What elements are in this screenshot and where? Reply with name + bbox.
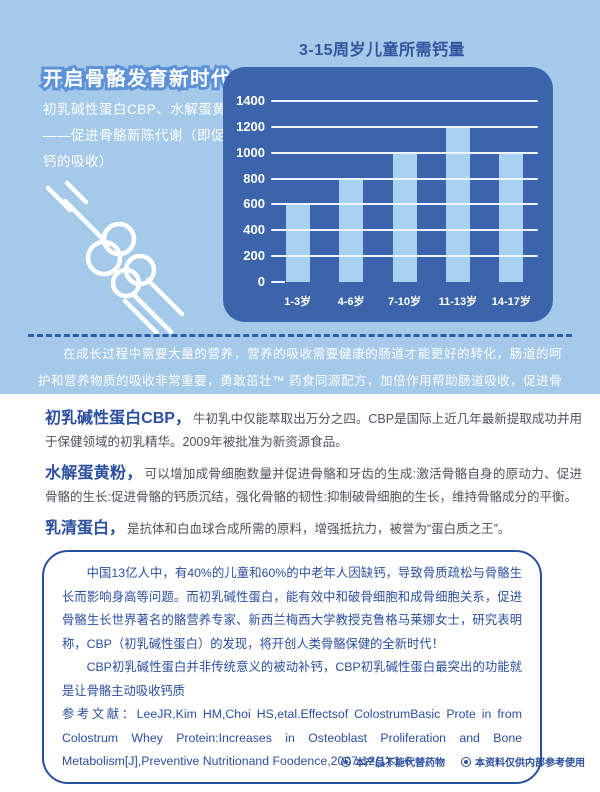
dashed-divider <box>28 334 572 337</box>
info-box-paragraph-2: CBP初乳碱性蛋白并非传统意义的被动补钙，CBP初乳碱性蛋白最突出的功能就是让骨… <box>62 660 522 698</box>
footer-note-internal: 本资料仅供内部参考使用 <box>461 754 585 769</box>
chart-gridline-400 <box>271 229 538 232</box>
chart-plot: 1-3岁 4-6岁 7-10岁 11-13岁 14-17岁 1400 1200 1000 800… <box>223 67 553 322</box>
chart-panel: 1-3岁 4-6岁 7-10岁 11-13岁 14-17岁 1400 1200 1000 800… <box>223 67 553 322</box>
headline-outline: 开启骨骼发育新时代 <box>40 65 234 93</box>
chart-xlabel-7-10岁: 7-10岁 <box>387 296 422 308</box>
chart-gridline-1000 <box>271 151 538 154</box>
chart-xlabel-14-17岁: 14-17岁 <box>491 296 531 308</box>
footer-notes: 本产品不能代替药物 本资料仅供内部参考使用 <box>341 754 585 769</box>
chart-gridline-0 <box>271 281 285 283</box>
chart-ylabel-200: 200 <box>243 248 265 264</box>
chart-title: 3-15周岁儿童所需钙量 <box>299 42 466 59</box>
content-section: 初乳碱性蛋白CBP， 牛初乳中仅能萃取出万分之四。CBP是国际上近几年最新提取成功… <box>0 394 600 792</box>
ingredient-paragraph-whey: 乳清蛋白， 是抗体和白血球合成所需的原料，增强抵抗力，被誉为“蛋白质之王”。 <box>45 517 582 541</box>
info-box-paragraph-1: 中国13亿人中，有40%的儿童和60%的中老年人因缺钙，导致骨质疏松与骨骼生长而… <box>62 566 522 651</box>
chart-xlabel-11-13岁: 11-13岁 <box>438 296 478 308</box>
footer-note-product-text: 本产品不能代替药物 <box>355 758 445 769</box>
headline-text: 开启骨骼发育新时代 <box>43 68 233 90</box>
chart-xlabel-1-3岁: 1-3岁 <box>284 296 312 308</box>
chart-gridline-1200 <box>271 125 538 128</box>
ingredient-body-whey: 是抗体和白血球合成所需的原料，增强抵抗力，被誉为“蛋白质之王”。 <box>127 522 511 536</box>
chart-ylabel-1200: 1200 <box>236 118 265 134</box>
bullet-circle-icon <box>461 756 471 767</box>
bullet-dot <box>344 759 348 764</box>
chart-gridline-800 <box>271 177 538 180</box>
chart-ylabel-0: 0 <box>257 274 265 289</box>
subtitle-line-2: ——促进骨骼新陈代谢（即促进 <box>43 128 239 143</box>
bullet-circle-icon <box>341 756 351 767</box>
ingredient-body-cbp: 牛初乳中仅能萃取出万分之四。CBP是国际上近几年最新提取成功并用于保健领域的初乳… <box>45 412 582 449</box>
subtitle-line-3: 钙的吸收） <box>43 154 113 169</box>
chart-ylabel-800: 800 <box>243 170 265 186</box>
footer-note-product: 本产品不能代替药物 <box>341 754 445 769</box>
chart-xlabel-4-6岁: 4-6岁 <box>337 296 365 308</box>
ingredient-body-egg-yolk: 可以增加成骨细胞数量并促进骨骼和牙齿的生成:激活骨骼自身的原动力、促进骨骼的生长… <box>45 467 582 504</box>
ingredient-lead-whey: 乳清蛋白， <box>45 520 126 537</box>
chart-bar-1-3岁 <box>285 204 310 282</box>
hero-section: 3-15周岁儿童所需钙量 开启骨骼发育新时代 开启骨骼发育新时代 初乳碱性蛋白C… <box>0 0 600 415</box>
bone-joint-icon <box>45 180 185 336</box>
hero-subtitle: 初乳碱性蛋白CBP、水解蛋黄粉 ——促进骨骼新陈代谢（即促进 钙的吸收） <box>43 97 240 175</box>
ingredient-paragraph-egg-yolk: 水解蛋黄粉， 可以增加成骨细胞数量并促进骨骼和牙齿的生成:激活骨骼自身的原动力、促… <box>45 462 582 509</box>
bullet-dot <box>464 759 468 764</box>
chart-gridline-600 <box>271 203 538 206</box>
info-box-reference: 参考文献：LeeJR,Kim HM,Choi HS,etal.Effectsof… <box>62 707 522 768</box>
chart-gridline-200 <box>271 255 538 258</box>
chart-bar-7-10岁 <box>392 152 417 282</box>
chart-gridline-1400 <box>271 100 538 102</box>
ingredient-paragraph-cbp: 初乳碱性蛋白CBP， 牛初乳中仅能萃取出万分之四。CBP是国际上近几年最新提取成功… <box>45 407 582 454</box>
chart-ylabel-1400: 1400 <box>236 93 265 108</box>
chart-ylabel-1000: 1000 <box>236 144 265 160</box>
footer-note-internal-text: 本资料仅供内部参考使用 <box>475 758 585 769</box>
ingredient-lead-cbp: 初乳碱性蛋白CBP， <box>45 410 191 427</box>
info-box: 中国13亿人中，有40%的儿童和60%的中老年人因缺钙，导致骨质疏松与骨骼生长而… <box>42 550 542 784</box>
chart-ylabel-400: 400 <box>243 222 265 238</box>
subtitle-line-1: 初乳碱性蛋白CBP、水解蛋黄粉 <box>43 102 241 117</box>
chart-ylabel-600: 600 <box>243 196 265 212</box>
chart-bar-14-17岁 <box>499 152 524 282</box>
headline: 开启骨骼发育新时代 开启骨骼发育新时代 <box>40 62 234 93</box>
ingredient-lead-egg-yolk: 水解蛋黄粉， <box>45 465 143 482</box>
